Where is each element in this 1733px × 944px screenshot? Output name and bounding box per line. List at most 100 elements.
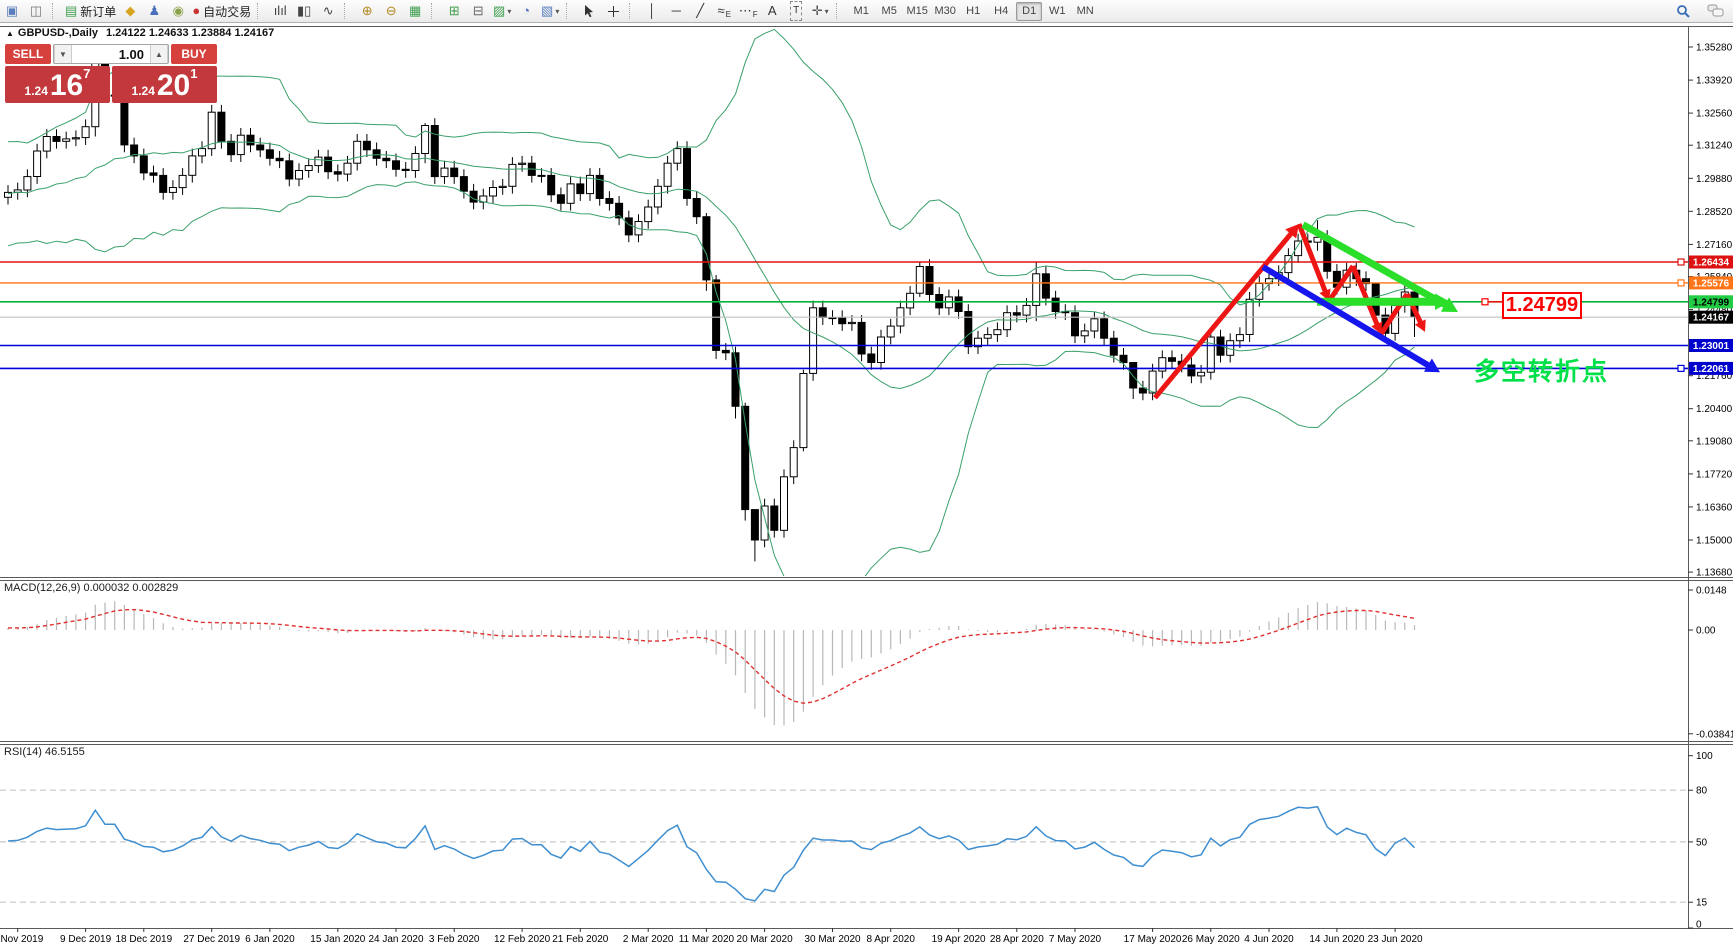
vertical-line-icon[interactable]: │	[640, 2, 664, 20]
clock-icon: ◔	[522, 3, 531, 18]
svg-text:12 Feb 2020: 12 Feb 2020	[494, 934, 551, 944]
timeframe-m1-button[interactable]: M1	[853, 5, 869, 17]
timeframe-m15-button[interactable]: M15	[906, 5, 928, 17]
equidistant-channel-icon[interactable]: ≈ E	[717, 3, 731, 19]
chat-icon[interactable]	[1703, 2, 1727, 20]
shapes-icon: ✛	[811, 3, 823, 18]
timeframe-mn-button[interactable]: MN	[1076, 5, 1094, 17]
timeframe-w1-button[interactable]: W1	[1048, 5, 1066, 17]
resistance-line-1-anchor[interactable]	[1677, 258, 1685, 266]
svg-text:9 Dec 2019: 9 Dec 2019	[60, 934, 112, 944]
text-icon[interactable]: A	[760, 2, 784, 20]
chart-title: ▲ GBPUSD-,Daily 1.24122 1.24633 1.23884 1.…	[6, 27, 274, 39]
volume-stepper: ▼ 1.00 ▲	[53, 44, 169, 64]
pivot-note-text[interactable]: 多空转折点	[1474, 358, 1610, 386]
signals-icon: ◉	[172, 3, 184, 18]
line-chart-icon: ∿	[322, 3, 334, 18]
buy-button[interactable]: BUY	[171, 44, 217, 64]
svg-text:15: 15	[1696, 898, 1708, 909]
zoom-in-icon[interactable]: ⊕	[355, 2, 379, 20]
svg-text:100: 100	[1696, 751, 1713, 762]
text-label-icon[interactable]: T	[784, 1, 808, 21]
price-callout[interactable]: 1.24799	[1502, 292, 1582, 319]
price-axis[interactable]: 1.35280 1.33920 1.32560 1.31240 1.29880 1.285…	[1688, 43, 1733, 931]
support-line-2-anchor[interactable]	[1677, 364, 1685, 372]
macd-label: MACD(12,26,9) 0.000032 0.002829	[4, 582, 179, 594]
resistance-line-2-anchor[interactable]	[1677, 279, 1685, 287]
red-leg-down-2[interactable]	[1350, 265, 1383, 335]
signals-icon[interactable]: ◉	[166, 2, 190, 20]
cursor-icon[interactable]	[577, 2, 601, 20]
new-order-icon[interactable]: ▤ 新订单	[63, 2, 118, 20]
volume-value[interactable]: 1.00	[118, 46, 144, 62]
timeframe-m30-button[interactable]: M30	[934, 5, 956, 17]
horizontal-line-icon[interactable]: ─	[664, 2, 688, 20]
clock-icon[interactable]: ◔	[514, 2, 538, 20]
timeframe-h1-button[interactable]: H1	[966, 5, 981, 17]
shapes-icon-dropdown[interactable]: ▾	[824, 6, 829, 16]
line-chart-icon[interactable]: ∿	[316, 2, 340, 20]
sell-button[interactable]: SELL	[5, 44, 51, 64]
sell-price[interactable]: 1.24 16 7	[5, 66, 110, 103]
svg-text:4 Jun 2020: 4 Jun 2020	[1244, 934, 1294, 944]
svg-text:1.25576: 1.25576	[1693, 278, 1730, 289]
template-icon[interactable]: ▨ ▾	[490, 2, 514, 20]
rsi-line	[7, 805, 1416, 902]
new-order-icon-label: 新订单	[80, 4, 117, 19]
panel-borders	[0, 26, 1733, 929]
indicators-icon[interactable]: ⊞	[442, 2, 466, 20]
gold-ingot-icon[interactable]: ◆	[118, 2, 142, 20]
timeframe-m5-button[interactable]: M5	[881, 5, 897, 17]
timeframe-d1-button[interactable]: D1	[1016, 1, 1043, 21]
svg-text:1.13680: 1.13680	[1696, 568, 1733, 579]
crosshair-icon[interactable]	[601, 2, 625, 20]
buy-price[interactable]: 1.24 20 1	[112, 66, 217, 103]
tile-windows-icon[interactable]: ▦	[403, 2, 427, 20]
bar-chart-icon[interactable]: ılıl	[268, 2, 292, 20]
svg-text:19 Apr 2020: 19 Apr 2020	[932, 934, 986, 944]
svg-text:8 Apr 2020: 8 Apr 2020	[867, 934, 916, 944]
svg-text:1.21760: 1.21760	[1696, 371, 1733, 382]
chart-image-icon-dropdown[interactable]: ▾	[555, 6, 560, 16]
trendline-icon[interactable]: ╱	[688, 2, 712, 20]
indicator-window-icon[interactable]: ⊟	[466, 2, 490, 20]
sell-price-point: 7	[83, 66, 91, 81]
rsi-panel	[0, 789, 1688, 903]
svg-text:1.33920: 1.33920	[1696, 76, 1733, 87]
search-icon[interactable]	[1671, 2, 1695, 20]
horizontal-line-icon: ─	[671, 3, 681, 18]
svg-text:21 Feb 2020: 21 Feb 2020	[552, 934, 609, 944]
callout-anchor[interactable]	[1481, 298, 1489, 306]
buy-price-point: 1	[190, 66, 198, 81]
data-window-icon[interactable]: ◫	[24, 2, 48, 20]
green-trend-arrow[interactable]	[1301, 221, 1458, 312]
shapes-icon[interactable]: ✛ ▾	[808, 2, 832, 20]
fibonacci-icon[interactable]: ⋯ F	[738, 3, 758, 19]
autotrading-icon[interactable]: ● 自动交易	[190, 2, 253, 20]
charts-window-icon[interactable]: ▣	[0, 2, 24, 20]
template-icon-dropdown[interactable]: ▾	[507, 6, 512, 16]
toolbar-separator	[257, 3, 265, 19]
trendline-icon: ╱	[696, 3, 705, 18]
bollinger-lower-line	[7, 181, 1415, 576]
zoom-out-icon[interactable]: ⊖	[379, 2, 403, 20]
gold-ingot-icon: ◆	[125, 3, 136, 18]
svg-text:24 Jan 2020: 24 Jan 2020	[368, 934, 423, 944]
red-impulse-arrow[interactable]	[1153, 224, 1299, 400]
green-support-arrow[interactable]	[1317, 293, 1450, 311]
svg-text:1.23001: 1.23001	[1693, 341, 1730, 352]
svg-text:1.28520: 1.28520	[1696, 207, 1733, 218]
svg-text:15 Jan 2020: 15 Jan 2020	[310, 934, 365, 944]
volume-down-button[interactable]: ▼	[54, 45, 72, 63]
volume-up-button[interactable]: ▲	[150, 45, 168, 63]
candlestick-chart-icon[interactable]: ▮▯	[292, 2, 316, 20]
timeframe-h4-button[interactable]: H4	[994, 5, 1009, 17]
chart-image-icon[interactable]: ▧ ▾	[538, 2, 562, 20]
red-leg-up-1[interactable]	[1326, 264, 1356, 303]
market-icon[interactable]: ♟	[142, 2, 166, 20]
blue-bear-arrow[interactable]	[1261, 264, 1440, 373]
indicator-window-icon: ⊟	[472, 3, 484, 18]
